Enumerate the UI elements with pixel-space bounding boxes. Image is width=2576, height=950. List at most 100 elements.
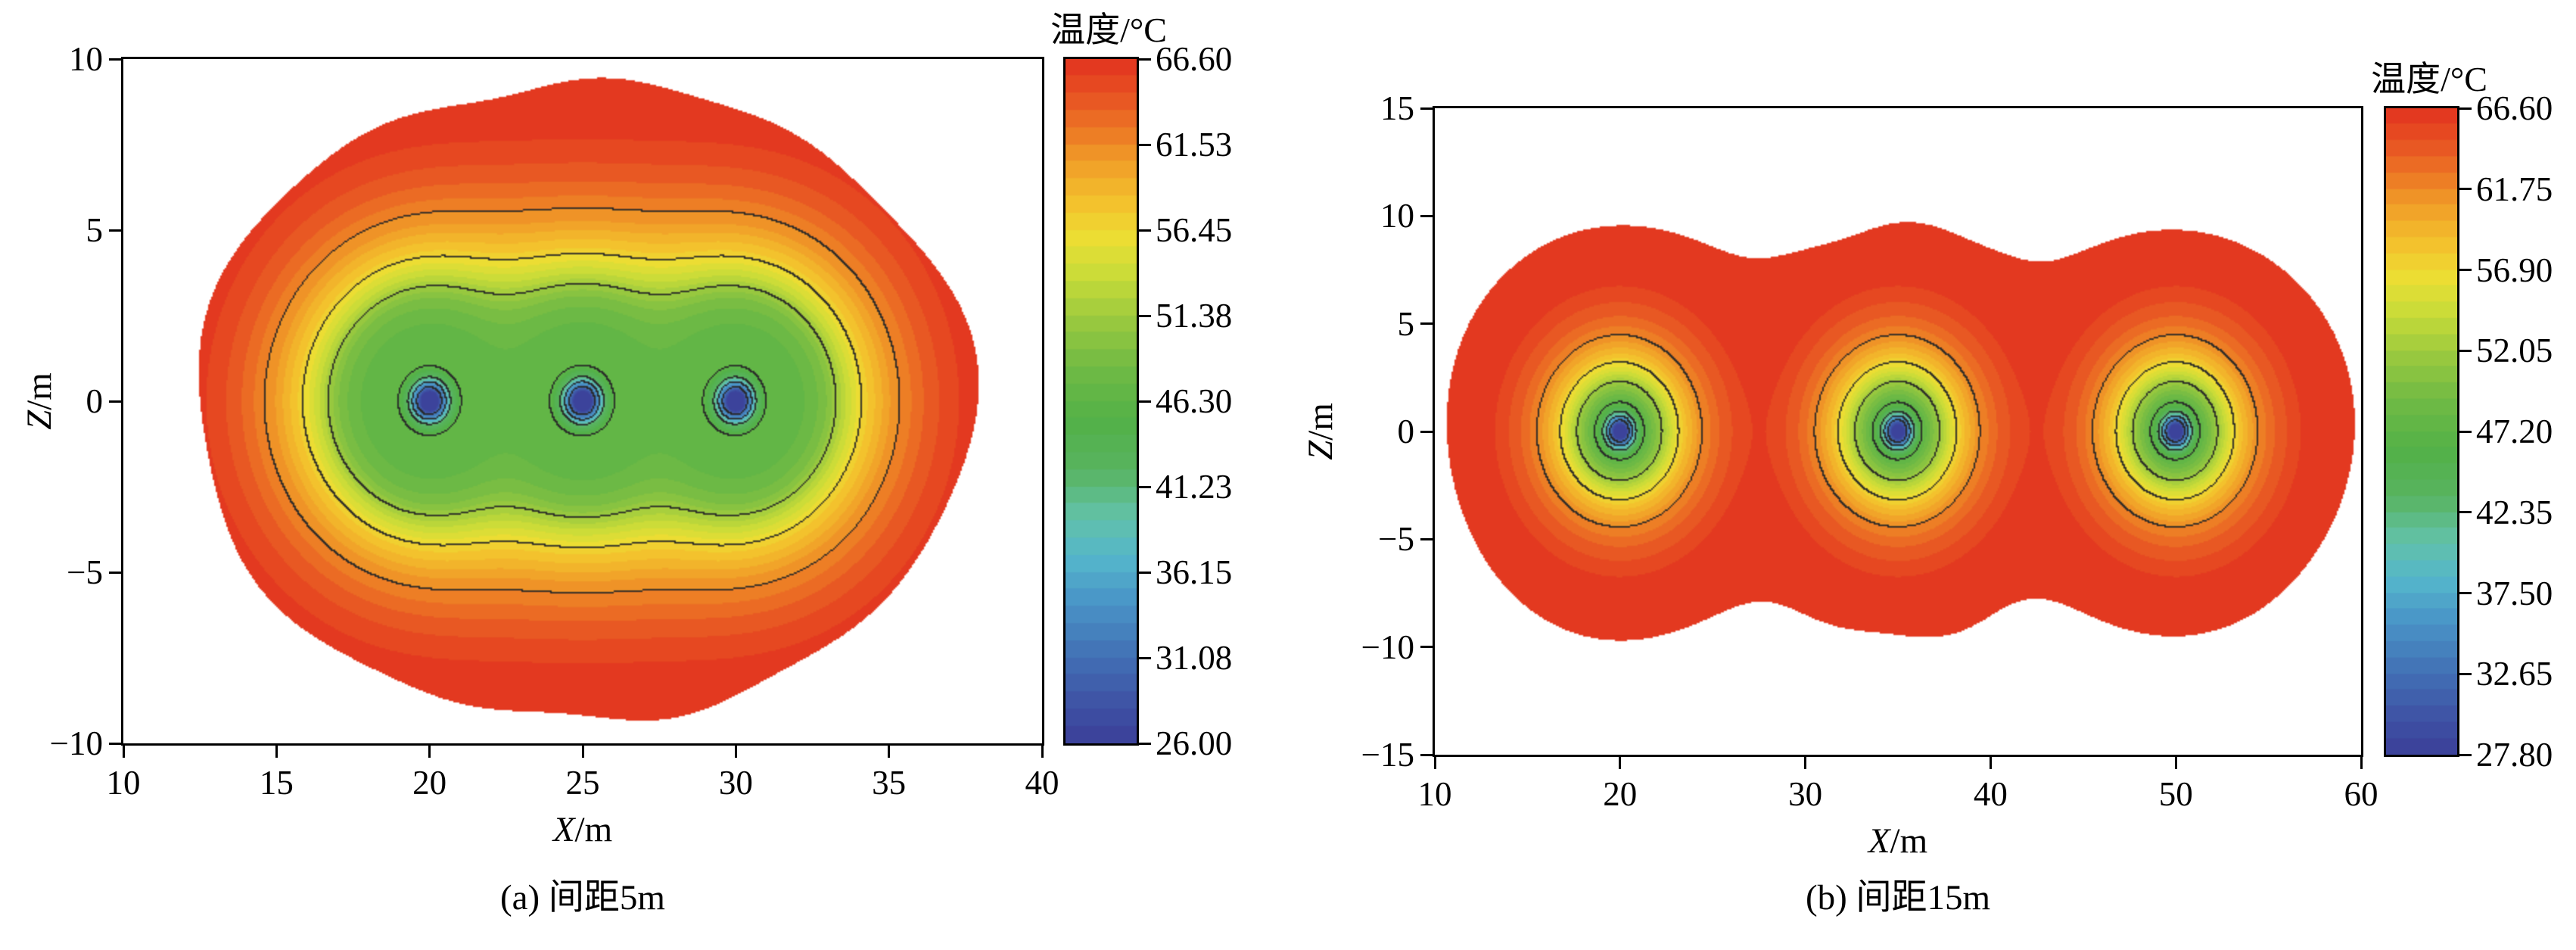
- colorbar-tick-label: 41.23: [1156, 468, 1233, 506]
- z-tick-label: 5: [86, 211, 104, 249]
- colorbar-tick: [1139, 229, 1151, 232]
- z-tick: [109, 571, 121, 574]
- colorbar-tick-label: 66.60: [2476, 89, 2553, 127]
- x-tick-label: 30: [1788, 775, 1823, 813]
- colorbar-b: [2384, 106, 2459, 757]
- z-axis-label: Z/m: [19, 325, 60, 477]
- colorbar-tick: [1139, 400, 1151, 403]
- colorbar-tick-label: 56.90: [2476, 251, 2553, 289]
- x-tick: [1989, 757, 1992, 769]
- colorbar-tick: [1139, 314, 1151, 317]
- colorbar-tick-label: 32.65: [2476, 655, 2553, 693]
- x-axis-symbol: X: [1868, 821, 1890, 861]
- x-tick-label: 15: [259, 764, 294, 802]
- x-tick-label: 10: [106, 764, 141, 802]
- z-tick-label: 15: [1380, 89, 1414, 127]
- x-tick-label: 50: [2158, 775, 2193, 813]
- z-tick: [1420, 646, 1433, 649]
- x-tick-label: 20: [1603, 775, 1638, 813]
- x-axis-symbol: X: [552, 810, 575, 849]
- colorbar-tick: [2459, 188, 2472, 191]
- contour-plot-b: [1433, 106, 2363, 757]
- temperature-field-canvas-a: [123, 59, 1042, 743]
- x-axis-label: X/m: [121, 809, 1044, 850]
- z-tick-label: −5: [67, 553, 103, 591]
- x-axis-label: X/m: [1433, 821, 2363, 861]
- colorbar-tick-label: 31.08: [1156, 639, 1233, 677]
- colorbar-tick: [2459, 107, 2472, 110]
- x-axis-unit: /m: [574, 810, 613, 849]
- contour-plot-a: [121, 57, 1044, 746]
- colorbar-tick: [2459, 430, 2472, 433]
- x-tick: [428, 746, 431, 758]
- z-tick: [109, 400, 121, 403]
- colorbar-tick: [2459, 511, 2472, 514]
- colorbar-tick-label: 37.50: [2476, 574, 2553, 612]
- colorbar-tick-label: 36.15: [1156, 553, 1233, 591]
- colorbar-tick-label: 52.05: [2476, 332, 2553, 370]
- colorbar-tick-label: 47.20: [2476, 413, 2553, 450]
- colorbar-gradient-b: [2386, 108, 2457, 755]
- z-tick: [1420, 322, 1433, 325]
- caption-a: (a) 间距5m: [500, 878, 665, 917]
- z-tick: [1420, 753, 1433, 756]
- colorbar-a: [1063, 57, 1139, 746]
- colorbar-tick: [2459, 672, 2472, 675]
- x-tick-label: 60: [2344, 775, 2378, 813]
- z-tick: [109, 742, 121, 745]
- colorbar-tick-label: 51.38: [1156, 297, 1233, 335]
- z-axis-symbol: Z: [20, 410, 59, 430]
- x-tick-label: 35: [872, 764, 907, 802]
- x-tick: [1041, 746, 1044, 758]
- z-axis-symbol: Z: [1301, 440, 1340, 460]
- x-tick-label: 40: [1025, 764, 1059, 802]
- z-tick-label: 10: [1380, 197, 1414, 235]
- z-tick-label: −15: [1361, 736, 1414, 774]
- colorbar-tick: [2459, 349, 2472, 352]
- x-tick: [1433, 757, 1436, 769]
- z-tick-label: −5: [1378, 520, 1414, 559]
- colorbar-tick-label: 66.60: [1156, 40, 1233, 78]
- z-tick: [109, 58, 121, 61]
- z-tick-label: 0: [86, 382, 104, 420]
- x-tick-label: 25: [565, 764, 600, 802]
- z-tick-label: −10: [1361, 628, 1414, 666]
- x-tick: [888, 746, 891, 758]
- z-tick: [109, 229, 121, 232]
- x-tick: [1619, 757, 1622, 769]
- z-tick-label: 0: [1397, 413, 1415, 450]
- colorbar-tick-label: 46.30: [1156, 382, 1233, 420]
- colorbar-tick: [2459, 592, 2472, 594]
- x-tick: [734, 746, 737, 758]
- colorbar-tick: [1139, 58, 1151, 61]
- colorbar-tick-label: 56.45: [1156, 211, 1233, 249]
- x-tick-label: 30: [718, 764, 753, 802]
- z-tick-label: 10: [69, 40, 103, 78]
- x-tick-label: 40: [1973, 775, 2008, 813]
- x-tick: [2174, 757, 2177, 769]
- z-axis-label: Z/m: [1300, 356, 1341, 507]
- colorbar-tick-label: 61.53: [1156, 126, 1233, 164]
- colorbar-tick-label: 61.75: [2476, 170, 2553, 208]
- x-tick-label: 10: [1417, 775, 1452, 813]
- z-tick: [1420, 537, 1433, 540]
- colorbar-tick-label: 42.35: [2476, 493, 2553, 531]
- z-tick: [1420, 107, 1433, 110]
- z-tick: [1420, 214, 1433, 217]
- colorbar-tick: [2459, 753, 2472, 756]
- colorbar-tick: [1139, 485, 1151, 488]
- colorbar-tick: [2459, 269, 2472, 271]
- colorbar-tick: [1139, 143, 1151, 146]
- z-axis-unit: /m: [20, 372, 59, 410]
- colorbar-tick-label: 26.00: [1156, 724, 1233, 762]
- colorbar-title: 温度/°C: [1050, 11, 1167, 49]
- colorbar-tick: [1139, 742, 1151, 745]
- caption-b: (b) 间距15m: [1805, 878, 1991, 917]
- colorbar-tick: [1139, 571, 1151, 574]
- temperature-field-canvas-b: [1435, 108, 2361, 755]
- x-tick: [581, 746, 584, 758]
- colorbar-tick-label: 27.80: [2476, 736, 2553, 774]
- z-tick-label: 5: [1397, 304, 1415, 343]
- x-tick: [2360, 757, 2363, 769]
